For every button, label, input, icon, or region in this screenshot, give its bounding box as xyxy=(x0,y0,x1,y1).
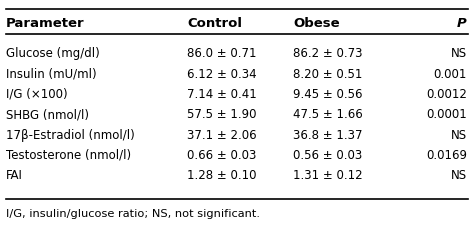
Text: I/G (×100): I/G (×100) xyxy=(6,88,67,101)
Text: 86.2 ± 0.73: 86.2 ± 0.73 xyxy=(293,47,363,60)
Text: Obese: Obese xyxy=(293,17,339,30)
Text: 0.001: 0.001 xyxy=(434,67,467,80)
Text: 57.5 ± 1.90: 57.5 ± 1.90 xyxy=(187,108,257,121)
Text: Testosterone (nmol/l): Testosterone (nmol/l) xyxy=(6,148,131,161)
Text: Parameter: Parameter xyxy=(6,17,84,30)
Text: 1.31 ± 0.12: 1.31 ± 0.12 xyxy=(293,169,363,182)
Text: 1.28 ± 0.10: 1.28 ± 0.10 xyxy=(187,169,257,182)
Text: I/G, insulin/glucose ratio; NS, not significant.: I/G, insulin/glucose ratio; NS, not sign… xyxy=(6,208,260,218)
Text: 36.8 ± 1.37: 36.8 ± 1.37 xyxy=(293,128,363,141)
Text: 7.14 ± 0.41: 7.14 ± 0.41 xyxy=(187,88,257,101)
Text: 47.5 ± 1.66: 47.5 ± 1.66 xyxy=(293,108,363,121)
Text: Insulin (mU/ml): Insulin (mU/ml) xyxy=(6,67,96,80)
Text: P: P xyxy=(457,17,467,30)
Text: 0.66 ± 0.03: 0.66 ± 0.03 xyxy=(187,148,256,161)
Text: 0.0169: 0.0169 xyxy=(426,148,467,161)
Text: SHBG (nmol/l): SHBG (nmol/l) xyxy=(6,108,89,121)
Text: NS: NS xyxy=(451,47,467,60)
Text: 86.0 ± 0.71: 86.0 ± 0.71 xyxy=(187,47,257,60)
Text: FAI: FAI xyxy=(6,169,23,182)
Text: 0.0001: 0.0001 xyxy=(426,108,467,121)
Text: 0.0012: 0.0012 xyxy=(426,88,467,101)
Text: 37.1 ± 2.06: 37.1 ± 2.06 xyxy=(187,128,257,141)
Text: 8.20 ± 0.51: 8.20 ± 0.51 xyxy=(293,67,362,80)
Text: 9.45 ± 0.56: 9.45 ± 0.56 xyxy=(293,88,363,101)
Text: Glucose (mg/dl): Glucose (mg/dl) xyxy=(6,47,100,60)
Text: Control: Control xyxy=(187,17,242,30)
Text: 0.56 ± 0.03: 0.56 ± 0.03 xyxy=(293,148,362,161)
Text: 6.12 ± 0.34: 6.12 ± 0.34 xyxy=(187,67,257,80)
Text: NS: NS xyxy=(451,128,467,141)
Text: 17β-Estradiol (nmol/l): 17β-Estradiol (nmol/l) xyxy=(6,128,135,141)
Text: NS: NS xyxy=(451,169,467,182)
